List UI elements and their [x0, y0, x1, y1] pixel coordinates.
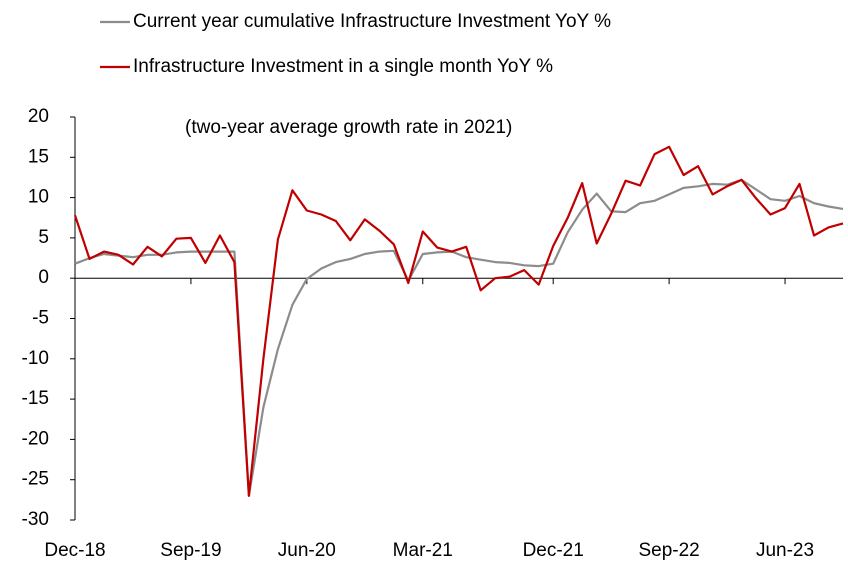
y-tick-label: -30 [22, 509, 49, 530]
x-tick-label: Dec-21 [523, 540, 584, 561]
x-tick-label: Sep-22 [638, 540, 699, 561]
y-tick-label: 5 [38, 227, 49, 248]
series-line [73, 145, 844, 497]
y-tick-label: -10 [22, 348, 49, 369]
y-tick-label: -20 [22, 428, 49, 449]
y-tick-label: -25 [22, 469, 49, 490]
annotation: (two-year average growth rate in 2021) [185, 117, 512, 138]
legend-label: Infrastructure Investment in a single mo… [133, 56, 553, 77]
x-tick-label: Sep-19 [160, 540, 221, 561]
y-tick-label: -15 [22, 388, 49, 409]
y-tick-label: 10 [28, 187, 49, 208]
series-line [74, 178, 844, 497]
x-tick-label: Jun-20 [278, 540, 336, 561]
y-tick-label: -5 [32, 308, 49, 329]
y-tick-label: 20 [28, 106, 49, 127]
x-tick-label: Mar-21 [393, 540, 453, 561]
x-tick-label: Jun-23 [756, 540, 814, 561]
y-tick-label: 15 [28, 146, 49, 167]
y-tick-label: 0 [38, 267, 49, 288]
x-tick-label: Dec-18 [44, 540, 105, 561]
legend-label: Current year cumulative Infrastructure I… [133, 11, 611, 32]
